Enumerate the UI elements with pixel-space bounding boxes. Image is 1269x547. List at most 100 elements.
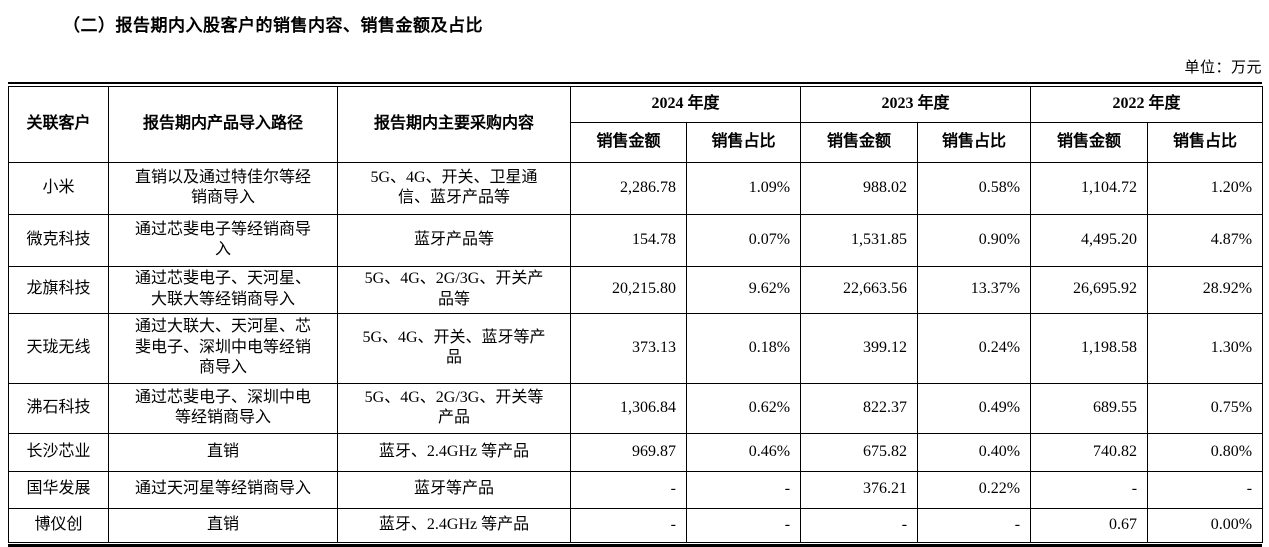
ratio-2024-cell: 0.07% bbox=[685, 213, 802, 267]
header-procurement-content: 报告期内主要采购内容 bbox=[337, 85, 571, 163]
table-header-row-metrics: 销售金额 销售占比 销售金额 销售占比 销售金额 销售占比 bbox=[9, 121, 1264, 163]
amount-2022-cell: 740.82 bbox=[1030, 432, 1149, 472]
amount-2024-cell: 2,286.78 bbox=[570, 161, 687, 215]
header-amount-2022: 销售金额 bbox=[1030, 121, 1149, 163]
header-ratio-2023: 销售占比 bbox=[917, 121, 1032, 163]
header-amount-2023: 销售金额 bbox=[800, 121, 919, 163]
ratio-2023-cell: 0.90% bbox=[917, 213, 1032, 267]
amount-2023-cell: 675.82 bbox=[800, 432, 919, 472]
amount-2023-cell: 988.02 bbox=[800, 161, 919, 215]
ratio-2022-cell: 1.30% bbox=[1147, 312, 1264, 384]
table-border-frame: 关联客户 报告期内产品导入路径 报告期内主要采购内容 2024 年度 2023 … bbox=[8, 82, 1264, 547]
header-import-path: 报告期内产品导入路径 bbox=[108, 85, 338, 163]
amount-2022-cell: - bbox=[1030, 470, 1149, 509]
amount-2023-cell: 822.37 bbox=[800, 382, 919, 434]
import-path-cell: 通过天河星等经销商导入 bbox=[108, 470, 338, 509]
ratio-2022-cell: 1.20% bbox=[1147, 161, 1264, 215]
ratio-2024-cell: 0.46% bbox=[685, 432, 802, 472]
amount-2024-cell: 1,306.84 bbox=[570, 382, 687, 434]
section-title: （二）报告期内入股客户的销售内容、销售金额及占比 bbox=[63, 16, 483, 35]
procurement-content-cell: 蓝牙产品等 bbox=[337, 213, 571, 267]
ratio-2024-cell: 0.62% bbox=[685, 382, 802, 434]
amount-2023-cell: 22,663.56 bbox=[800, 265, 919, 314]
ratio-2023-cell: 13.37% bbox=[917, 265, 1032, 314]
amount-2022-cell: 1,198.58 bbox=[1030, 312, 1149, 384]
ratio-2022-cell: 4.87% bbox=[1147, 213, 1264, 267]
ratio-2024-cell: 0.18% bbox=[685, 312, 802, 384]
amount-2024-cell: 154.78 bbox=[570, 213, 687, 267]
ratio-2023-cell: 0.24% bbox=[917, 312, 1032, 384]
import-path-cell: 通过芯斐电子等经销商导入 bbox=[108, 213, 338, 267]
amount-2023-cell: 399.12 bbox=[800, 312, 919, 384]
ratio-2022-cell: 28.92% bbox=[1147, 265, 1264, 314]
amount-2023-cell: - bbox=[800, 507, 919, 543]
header-year-2022: 2022 年度 bbox=[1030, 85, 1264, 123]
procurement-content-cell: 蓝牙、2.4GHz 等产品 bbox=[337, 507, 571, 543]
unit-label: 单位：万元 bbox=[1184, 60, 1262, 76]
table-row: 微克科技 通过芯斐电子等经销商导入 蓝牙产品等 154.78 0.07% 1,5… bbox=[8, 213, 1264, 267]
import-path-cell: 直销 bbox=[108, 432, 338, 472]
amount-2022-cell: 26,695.92 bbox=[1030, 265, 1149, 314]
customer-cell: 微克科技 bbox=[8, 213, 109, 267]
procurement-content-cell: 5G、4G、2G/3G、开关产品等 bbox=[337, 265, 571, 314]
customer-cell: 沸石科技 bbox=[8, 382, 109, 434]
table-header: 关联客户 报告期内产品导入路径 报告期内主要采购内容 2024 年度 2023 … bbox=[8, 85, 1264, 163]
header-amount-2024: 销售金额 bbox=[570, 121, 687, 163]
customer-cell: 天珑无线 bbox=[8, 312, 109, 384]
ratio-2023-cell: 0.22% bbox=[917, 470, 1032, 509]
table-row: 龙旗科技 通过芯斐电子、天河星、大联大等经销商导入 5G、4G、2G/3G、开关… bbox=[8, 265, 1264, 314]
procurement-content-cell: 5G、4G、开关、蓝牙等产品 bbox=[337, 312, 571, 384]
table-row: 国华发展 通过天河星等经销商导入 蓝牙等产品 - - 376.21 0.22% … bbox=[8, 470, 1264, 509]
ratio-2022-cell: 0.75% bbox=[1147, 382, 1264, 434]
amount-2023-cell: 376.21 bbox=[800, 470, 919, 509]
procurement-content-cell: 5G、4G、开关、卫星通信、蓝牙产品等 bbox=[337, 161, 571, 215]
import-path-cell: 直销 bbox=[108, 507, 338, 543]
customer-cell: 博仪创 bbox=[8, 507, 109, 543]
ratio-2022-cell: - bbox=[1147, 470, 1264, 509]
header-ratio-2024: 销售占比 bbox=[685, 121, 802, 163]
ratio-2023-cell: - bbox=[917, 507, 1032, 543]
table-row: 天珑无线 通过大联大、天河星、芯斐电子、深圳中电等经销商导入 5G、4G、开关、… bbox=[8, 312, 1264, 384]
ratio-2023-cell: 0.40% bbox=[917, 432, 1032, 472]
amount-2024-cell: 373.13 bbox=[570, 312, 687, 384]
ratio-2024-cell: 9.62% bbox=[685, 265, 802, 314]
table-body: 小米 直销以及通过特佳尔等经销商导入 5G、4G、开关、卫星通信、蓝牙产品等 2… bbox=[8, 161, 1264, 543]
related-customer-sales-table: 关联客户 报告期内产品导入路径 报告期内主要采购内容 2024 年度 2023 … bbox=[8, 85, 1264, 543]
import-path-cell: 通过芯斐电子、深圳中电等经销商导入 bbox=[108, 382, 338, 434]
customer-cell: 长沙芯业 bbox=[8, 432, 109, 472]
customer-cell: 龙旗科技 bbox=[8, 265, 109, 314]
ratio-2022-cell: 0.80% bbox=[1147, 432, 1264, 472]
procurement-content-cell: 5G、4G、2G/3G、开关等产品 bbox=[337, 382, 571, 434]
ratio-2024-cell: - bbox=[685, 507, 802, 543]
table-row: 小米 直销以及通过特佳尔等经销商导入 5G、4G、开关、卫星通信、蓝牙产品等 2… bbox=[8, 161, 1264, 215]
amount-2024-cell: - bbox=[570, 507, 687, 543]
procurement-content-cell: 蓝牙等产品 bbox=[337, 470, 571, 509]
ratio-2023-cell: 0.58% bbox=[917, 161, 1032, 215]
customer-cell: 国华发展 bbox=[8, 470, 109, 509]
table-header-row-years: 关联客户 报告期内产品导入路径 报告期内主要采购内容 2024 年度 2023 … bbox=[8, 85, 1264, 163]
amount-2024-cell: 969.87 bbox=[570, 432, 687, 472]
amount-2022-cell: 689.55 bbox=[1030, 382, 1149, 434]
amount-2024-cell: - bbox=[570, 470, 687, 509]
ratio-2023-cell: 0.49% bbox=[917, 382, 1032, 434]
import-path-cell: 通过芯斐电子、天河星、大联大等经销商导入 bbox=[108, 265, 338, 314]
amount-2022-cell: 1,104.72 bbox=[1030, 161, 1149, 215]
amount-2022-cell: 0.67 bbox=[1030, 507, 1149, 543]
header-ratio-2022: 销售占比 bbox=[1147, 121, 1264, 163]
amount-2023-cell: 1,531.85 bbox=[800, 213, 919, 267]
procurement-content-cell: 蓝牙、2.4GHz 等产品 bbox=[337, 432, 571, 472]
import-path-cell: 直销以及通过特佳尔等经销商导入 bbox=[108, 161, 338, 215]
import-path-cell: 通过大联大、天河星、芯斐电子、深圳中电等经销商导入 bbox=[108, 312, 338, 384]
amount-2022-cell: 4,495.20 bbox=[1030, 213, 1149, 267]
table-row: 长沙芯业 直销 蓝牙、2.4GHz 等产品 969.87 0.46% 675.8… bbox=[8, 432, 1264, 472]
table-row: 博仪创 直销 蓝牙、2.4GHz 等产品 - - - - 0.67 0.00% bbox=[8, 507, 1264, 543]
ratio-2024-cell: - bbox=[685, 470, 802, 509]
table-row: 沸石科技 通过芯斐电子、深圳中电等经销商导入 5G、4G、2G/3G、开关等产品… bbox=[8, 382, 1264, 434]
ratio-2022-cell: 0.00% bbox=[1147, 507, 1264, 543]
header-year-2023: 2023 年度 bbox=[800, 85, 1032, 123]
ratio-2024-cell: 1.09% bbox=[685, 161, 802, 215]
amount-2024-cell: 20,215.80 bbox=[570, 265, 687, 314]
header-customer: 关联客户 bbox=[8, 85, 109, 163]
customer-cell: 小米 bbox=[8, 161, 109, 215]
